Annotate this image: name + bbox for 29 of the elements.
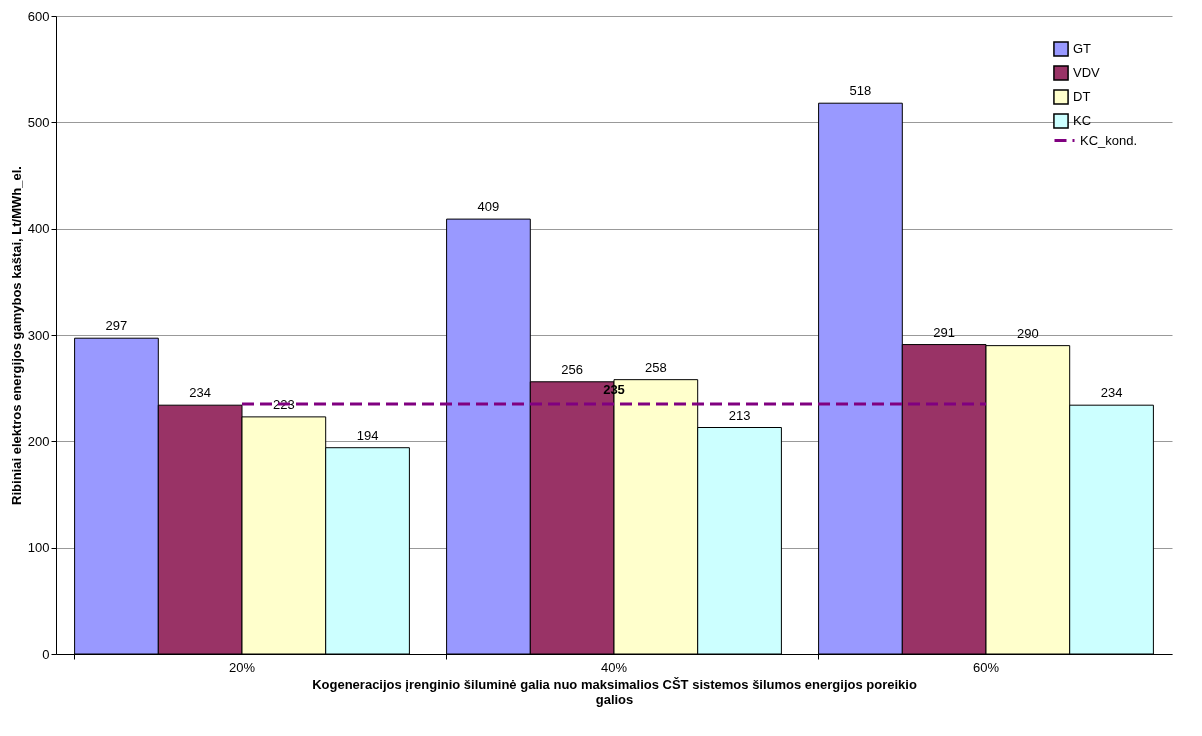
legend-label: KC [1073, 113, 1092, 128]
y-tick-label: 400 [27, 221, 50, 237]
data-label: 258 [645, 359, 667, 375]
data-label: 291 [933, 324, 955, 340]
x-tick-label: 20% [228, 659, 256, 675]
y-axis-title: Ribiniai elektros energijos gamybos kaštai, Lt/MWh_el. [8, 166, 24, 505]
x-axis-title: Kogeneracijos įrenginio šiluminė galia nuo maksimalios CŠT sistemos šilumos energijos poreikio galios [312, 676, 917, 707]
y-tick-label: 500 [27, 114, 50, 130]
data-label: 297 [105, 318, 128, 334]
x-tick-label: 60% [972, 659, 1000, 675]
y-tick-label: 600 [27, 8, 50, 24]
data-label: 518 [849, 83, 872, 99]
data-label: 213 [728, 407, 751, 423]
data-label: 234 [1100, 385, 1123, 401]
data-label: 194 [356, 427, 379, 443]
legend-label: DT [1073, 89, 1091, 104]
y-tick-label: 0 [42, 646, 50, 662]
data-label: 409 [477, 199, 500, 215]
legend-label: GT [1073, 41, 1092, 56]
y-tick-label: 100 [27, 540, 50, 556]
legend-label: VDV [1073, 65, 1101, 80]
data-label: 256 [561, 361, 583, 377]
data-label: 235 [603, 382, 625, 398]
x-tick-label: 40% [600, 659, 628, 675]
legend-label: KC_kond. [1080, 132, 1138, 148]
y-tick-label: 300 [27, 327, 50, 343]
data-label: 234 [189, 385, 211, 401]
y-tick-label: 200 [27, 433, 50, 449]
data-label: 290 [1017, 325, 1039, 341]
